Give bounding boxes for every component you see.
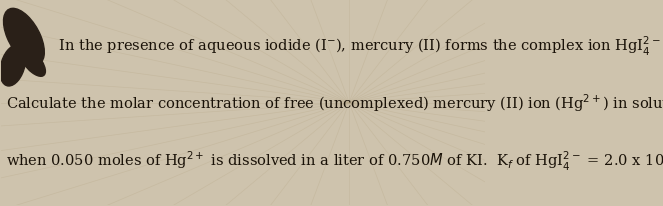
Ellipse shape: [0, 46, 26, 87]
Text: $\,$In the presence of aqueous iodide (I$^{-}$), mercury (II) forms the complex : $\,$In the presence of aqueous iodide (I…: [56, 34, 663, 57]
Text: when 0.050 moles of Hg$^{2+}$ is dissolved in a liter of 0.750$M$ of KI.  K$_{f}: when 0.050 moles of Hg$^{2+}$ is dissolv…: [5, 149, 663, 172]
Ellipse shape: [19, 47, 45, 77]
Ellipse shape: [3, 9, 44, 66]
Text: Calculate the molar concentration of free (uncomplexed) mercury (II) ion (Hg$^{2: Calculate the molar concentration of fre…: [5, 92, 663, 114]
